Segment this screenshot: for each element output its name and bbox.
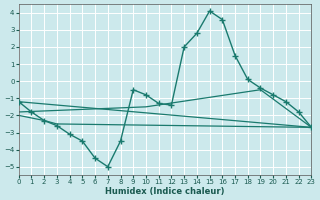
X-axis label: Humidex (Indice chaleur): Humidex (Indice chaleur) [105, 187, 225, 196]
